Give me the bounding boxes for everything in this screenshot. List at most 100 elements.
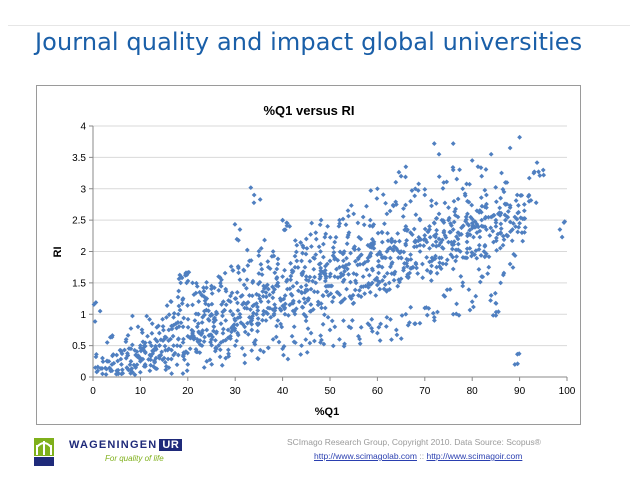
scatter-point [263, 294, 269, 300]
scatter-point [209, 342, 215, 348]
scatter-point [249, 348, 255, 353]
link-separator: :: [419, 451, 425, 461]
scimagoir-link[interactable]: http://www.scimagoir.com [426, 451, 523, 461]
scatter-point [422, 192, 428, 198]
scatter-point [389, 337, 394, 343]
scatter-point [487, 233, 493, 238]
scatter-point [197, 289, 203, 295]
scatter-point [223, 288, 229, 294]
scatter-point [474, 230, 480, 236]
scatter-point [376, 270, 382, 276]
scatter-point [384, 314, 390, 320]
scatter-point [180, 324, 186, 330]
scatter-point [400, 214, 406, 219]
scatter-point [148, 362, 154, 368]
scatter-point [161, 327, 166, 333]
scatter-point [496, 309, 501, 315]
scimagolab-link[interactable]: http://www.scimagolab.com [314, 451, 417, 461]
x-tick-label: 0 [90, 386, 96, 397]
scatter-point [255, 328, 260, 334]
scatter-point [225, 335, 231, 341]
scatter-point [107, 366, 113, 372]
scatter-point [465, 221, 471, 227]
scatter-point [454, 234, 459, 240]
scatter-point [389, 238, 395, 244]
scatter-point [411, 244, 417, 250]
scatter-point [312, 274, 317, 280]
scatter-point [444, 179, 450, 185]
scatter-point [303, 318, 309, 324]
logo-wordmark: WAGENINGEN UR [69, 437, 183, 453]
scatter-point [97, 308, 103, 314]
scatter-point [190, 328, 196, 334]
scatter-point [440, 261, 446, 267]
scatter-point [132, 372, 138, 378]
scatter-point [223, 337, 229, 343]
scatter-point [319, 305, 324, 311]
scatter-point [235, 332, 241, 338]
scatter-point [256, 248, 262, 254]
scatter-point [329, 283, 335, 289]
scatter-point [356, 234, 362, 240]
scatter-point [177, 307, 183, 313]
scatter-point [220, 309, 226, 315]
scatter-point [345, 234, 351, 240]
scatter-point [176, 303, 182, 309]
scatter-point [160, 323, 166, 329]
scatter-point [420, 261, 425, 267]
scatter-point [472, 252, 477, 258]
scatter-point [408, 304, 414, 310]
scatter-point [128, 358, 134, 364]
scatter-point [245, 320, 250, 326]
scatter-point [185, 350, 190, 356]
scatter-point [282, 227, 288, 233]
scatter-point [450, 164, 456, 170]
scatter-point [433, 234, 438, 240]
scatter-point [498, 195, 504, 201]
scatter-point [226, 353, 232, 359]
x-tick-label: 20 [182, 386, 194, 397]
scatter-point [219, 362, 225, 368]
scatter-point [413, 260, 419, 266]
scatter-point [446, 205, 451, 210]
scatter-point [467, 181, 472, 187]
scatter-point [142, 343, 148, 349]
scatter-point [467, 307, 473, 313]
scatter-point [408, 252, 413, 258]
scatter-point [500, 272, 506, 278]
scatter-point [347, 294, 353, 300]
top-divider [8, 25, 630, 26]
scatter-point [497, 212, 503, 218]
scatter-point [318, 249, 323, 254]
scatter-point [342, 268, 347, 274]
scatter-point [103, 372, 109, 377]
scatter-point [479, 203, 485, 209]
scatter-point [249, 316, 255, 321]
scatter-point [311, 266, 317, 272]
scatter-point [490, 228, 496, 234]
scatter-point [242, 305, 248, 311]
scatter-point [104, 366, 109, 372]
scatter-point [129, 342, 135, 348]
scatter-point [374, 275, 380, 281]
scatter-point [463, 214, 469, 220]
scatter-point [331, 294, 337, 300]
scatter-point [453, 258, 459, 264]
scatter-point [274, 323, 280, 329]
scatter-point [245, 299, 251, 305]
scatter-point [288, 277, 294, 283]
scatter-point [396, 255, 401, 261]
scatter-point [370, 241, 376, 247]
scatter-point [197, 350, 203, 356]
scatter-point [366, 322, 372, 328]
scatter-point [220, 313, 225, 319]
scatter-point [232, 343, 238, 349]
scatter-point [165, 347, 171, 353]
scatter-point [139, 327, 145, 333]
scatter-point [267, 305, 273, 311]
scatter-point [94, 369, 100, 375]
scatter-point [497, 205, 503, 211]
scatter-point [417, 320, 423, 326]
scatter-point [211, 328, 216, 334]
scatter-point [408, 265, 414, 271]
